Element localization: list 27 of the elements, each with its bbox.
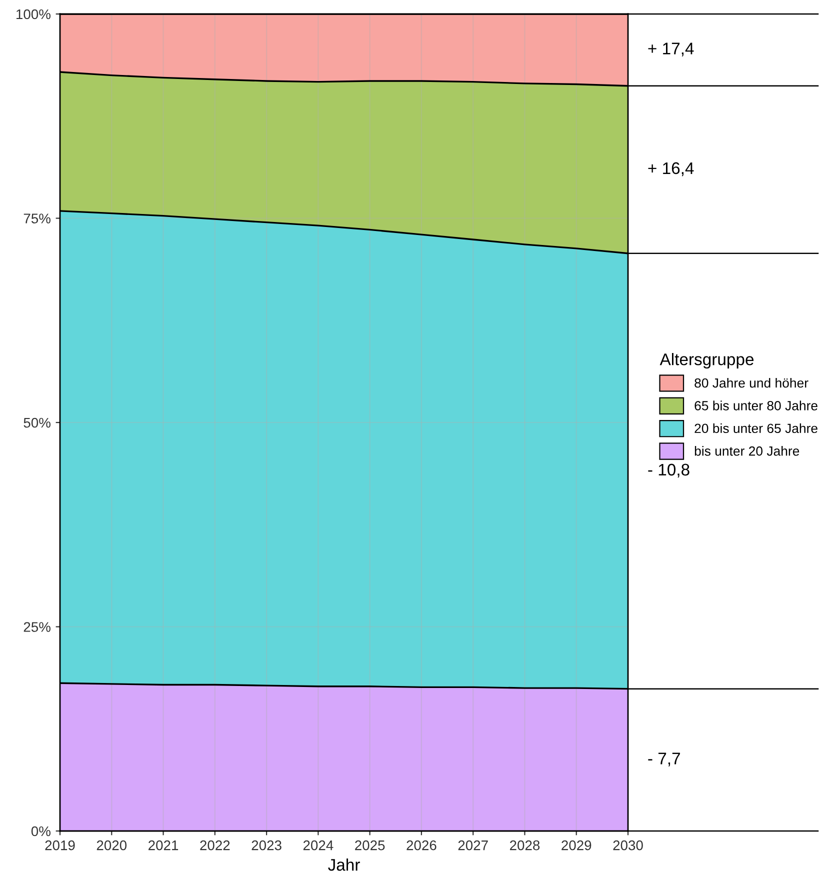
y-tick-label: 25% <box>24 622 50 632</box>
x-tick-label: 2019 <box>45 840 75 850</box>
y-tick-label: 0% <box>31 826 50 836</box>
legend-label: 65 bis unter 80 Jahre <box>694 400 818 410</box>
x-tick-label: 2024 <box>303 840 334 850</box>
x-tick-label: 2028 <box>510 840 540 850</box>
legend-label: 80 Jahre und höher <box>694 378 808 388</box>
x-tick-label: 2020 <box>96 840 127 850</box>
y-tick-label: 50% <box>24 418 50 428</box>
x-tick-label: 2027 <box>458 840 488 850</box>
x-tick-label: 2025 <box>355 840 385 850</box>
x-tick-label: 2026 <box>406 840 436 850</box>
x-tick-label: 2021 <box>148 840 178 850</box>
x-tick-label: 2022 <box>200 840 230 850</box>
text: + 17,4 <box>648 42 694 56</box>
text: + 16,4 <box>648 162 694 176</box>
x-tick-label: 2030 <box>613 840 643 850</box>
y-tick-label: 75% <box>24 214 50 224</box>
text: - 7,7 <box>648 752 680 766</box>
x-axis-title: Jahr <box>328 858 360 871</box>
text: - 10,8 <box>648 464 690 478</box>
x-tick-label: 2023 <box>252 840 282 850</box>
y-tick-label: 100% <box>16 9 50 20</box>
legend-title: Altersgruppe <box>660 353 754 369</box>
legend-label: bis unter 20 Jahre <box>694 446 800 456</box>
legend-label: 20 bis unter 65 Jahre <box>694 423 818 434</box>
x-tick-label: 2029 <box>562 840 592 850</box>
